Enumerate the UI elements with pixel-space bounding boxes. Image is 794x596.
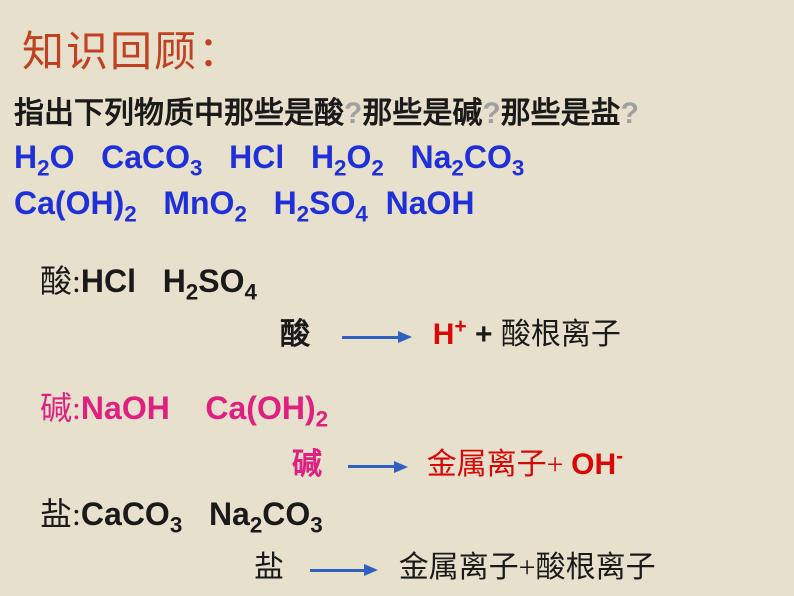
compound: H2O CaCO3 HCl H2O2 Na2CO3 — [14, 139, 524, 175]
question-line: 指出下列物质中那些是酸?那些是碱?那些是盐? — [14, 95, 774, 133]
compounds-line-2: Ca(OH)2 MnO2 H2SO4 NaOH — [14, 185, 774, 227]
compound: Ca(OH)2 MnO2 H2SO4 NaOH — [14, 185, 475, 221]
salt-label: 盐: — [40, 496, 81, 532]
page-title: 知识回顾： — [22, 18, 774, 79]
arrow-icon — [342, 319, 412, 353]
question-mid2: 那些是盐 — [501, 97, 621, 130]
base-label: 碱: — [40, 390, 81, 426]
base-ion: OH- — [571, 448, 623, 481]
qmark-1: ? — [344, 97, 362, 130]
salt-row: 盐:CaCO3 Na2CO3 — [40, 489, 774, 538]
acid-rest: 酸根离子 — [501, 318, 621, 351]
acid-definition: 酸 H+ + 酸根离子 — [280, 309, 774, 353]
acid-label: 酸: — [40, 263, 81, 299]
qmark-3: ? — [621, 97, 639, 130]
salt-items: CaCO3 Na2CO3 — [81, 496, 323, 532]
arrow-icon — [310, 552, 378, 586]
base-row: 碱:NaOH Ca(OH)2 — [40, 383, 774, 432]
salt-definition: 盐 金属离子+酸根离子 — [254, 542, 774, 586]
acid-ion: H+ — [433, 318, 467, 351]
base-items: NaOH Ca(OH)2 — [81, 390, 328, 426]
base-definition: 碱 金属离子+ OH- — [292, 439, 774, 483]
acid-def-left: 酸 — [280, 318, 310, 351]
acid-items: HCl H2SO4 — [81, 263, 257, 299]
compounds-line-1: H2O CaCO3 HCl H2O2 Na2CO3 — [14, 139, 774, 181]
acid-plus: + — [467, 318, 501, 351]
base-def-left: 碱 — [292, 448, 322, 481]
base-ion-prefix: 金属离子+ — [427, 448, 571, 481]
salt-rest: 金属离子+酸根离子 — [399, 551, 656, 584]
question-mid1: 那些是碱 — [362, 97, 482, 130]
acid-row: 酸:HCl H2SO4 — [40, 256, 774, 305]
qmark-2: ? — [482, 97, 500, 130]
arrow-icon — [348, 449, 408, 483]
question-prefix: 指出下列物质中那些是酸 — [14, 97, 344, 130]
salt-def-left: 盐 — [254, 551, 284, 584]
